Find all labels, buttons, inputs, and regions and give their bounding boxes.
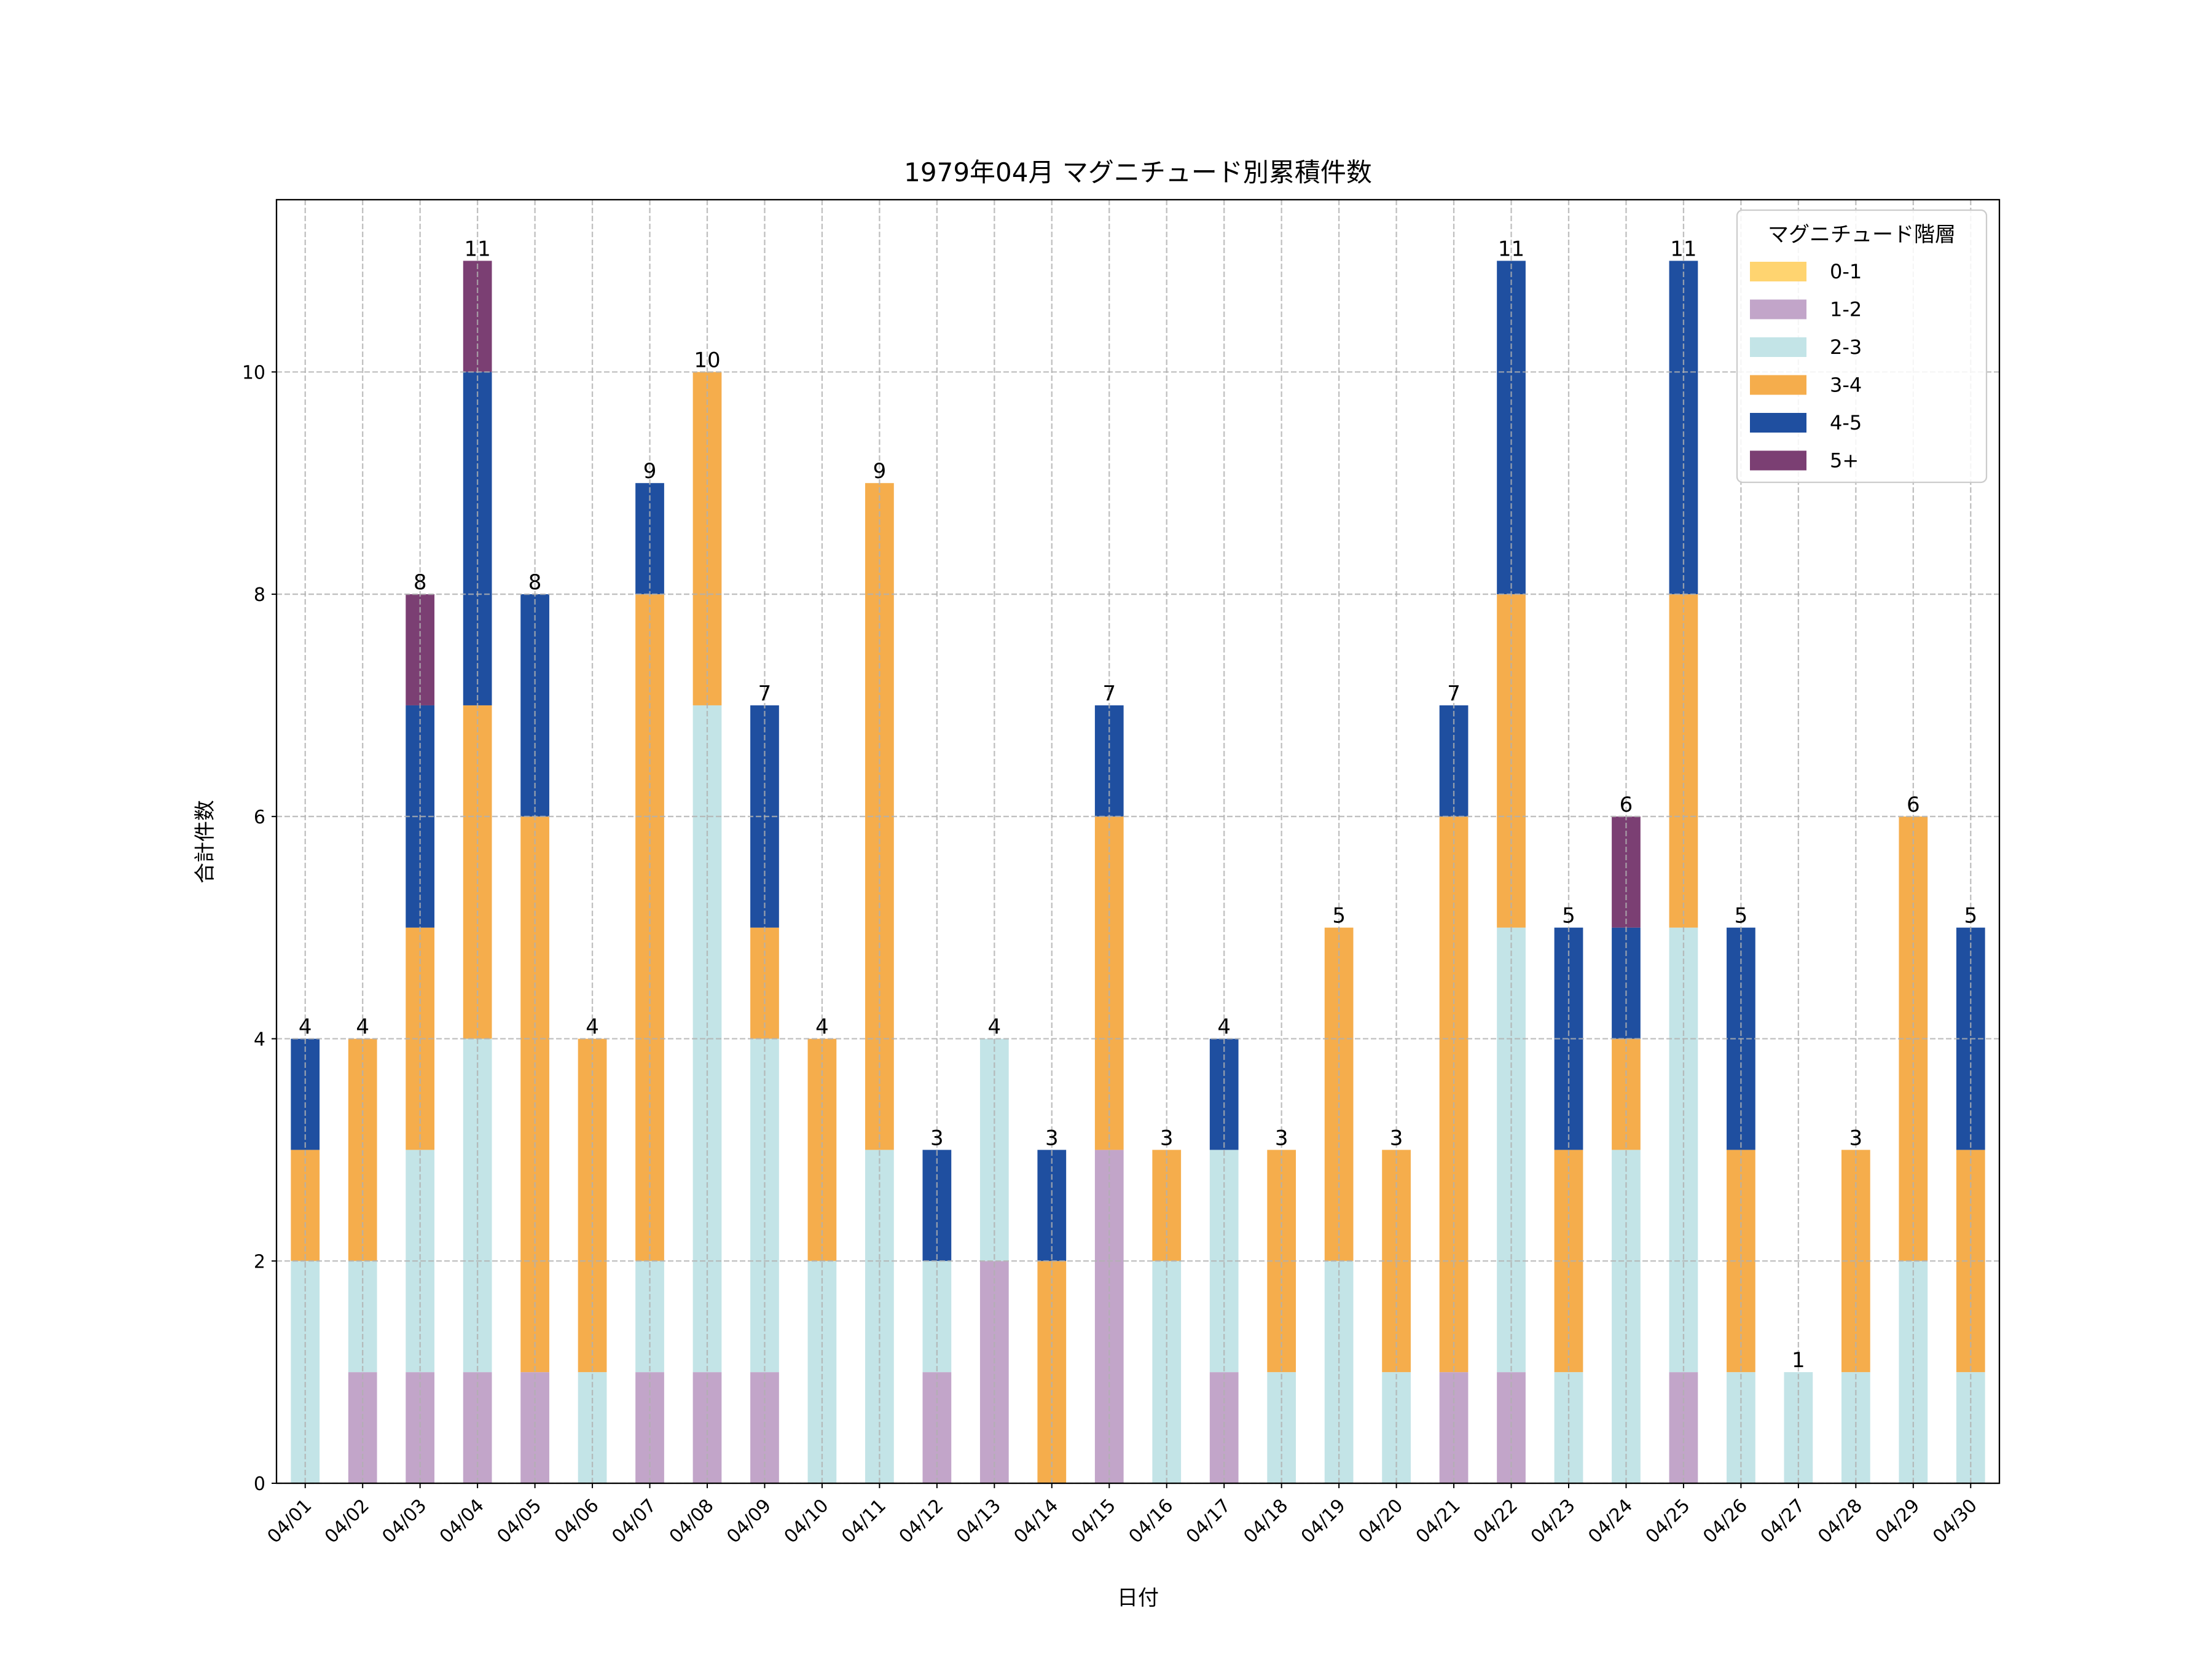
total-label: 11 [1498,237,1524,261]
legend-label-2-3: 2-3 [1830,335,1862,359]
bar-segment-2-3-04-04 [463,1038,492,1373]
total-label: 10 [694,348,720,372]
total-label: 3 [1160,1126,1174,1150]
chart-title: 1979年04月 マグニチュード別累積件数 [904,157,1372,187]
y-tick-label: 4 [254,1029,265,1051]
y-tick-label: 0 [254,1473,265,1495]
legend-swatch-4-5 [1750,413,1806,433]
total-label: 1 [1792,1348,1805,1373]
total-label: 5 [1735,904,1748,928]
total-label: 7 [1447,681,1461,706]
legend-swatch-0-1 [1750,262,1806,281]
legend-title: マグニチュード階層 [1768,222,1956,247]
total-label: 3 [930,1126,944,1150]
total-label: 8 [528,570,542,595]
legend-label-3-4: 3-4 [1830,374,1862,397]
total-label: 9 [643,459,657,484]
legend-swatch-2-3 [1750,337,1806,357]
bar-segment-2-3-04-02 [348,1261,377,1373]
bar-segment-2-3-04-09 [750,1038,779,1373]
total-label: 4 [1217,1015,1231,1040]
bar-segment-2-3-04-11 [865,1150,894,1483]
total-label: 4 [586,1015,599,1040]
total-label: 3 [1045,1126,1059,1150]
x-axis-label: 日付 [1117,1586,1159,1610]
total-label: 6 [1620,793,1633,817]
legend-label-0-1: 0-1 [1830,260,1862,283]
bar-segment-2-3-04-12 [922,1261,952,1373]
total-label: 4 [356,1015,369,1040]
grid [276,200,1999,1484]
total-label: 7 [1102,681,1116,706]
legend: マグニチュード階層 0-1 1-2 2-3 3-4 4-5 5+ [1736,209,1988,484]
total-label: 11 [1670,237,1696,261]
bar-segment-3-4-04-06 [578,1038,607,1373]
total-label: 9 [873,459,887,484]
legend-label-1-2: 1-2 [1830,298,1862,321]
total-label: 8 [414,570,427,595]
total-label: 4 [299,1015,312,1040]
y-tick-label: 6 [254,807,265,828]
legend-swatch-5+ [1750,450,1806,471]
total-label: 11 [465,237,491,261]
y-tick-label: 10 [242,362,265,383]
total-label: 5 [1562,904,1575,928]
legend-swatch-3-4 [1750,375,1806,395]
total-label: 5 [1332,904,1346,928]
plot-frame [275,198,2001,1484]
total-label: 3 [1275,1126,1288,1150]
total-label: 3 [1390,1126,1403,1150]
total-label: 7 [758,681,772,706]
legend-swatch-1-2 [1750,299,1806,320]
total-label: 5 [1964,904,1977,928]
y-axis-ticks: 0 2 4 6 8 10 [242,362,276,1495]
total-labels: 4 4 8 11 8 4 9 10 7 4 9 3 4 3 7 3 4 3 5 3 7 11 5 6 11 5 1 3 6 5 [299,237,1977,1373]
bar-segment-2-3-04-24 [1612,1150,1641,1483]
bar-segment-2-3-04-07 [635,1261,664,1373]
bar-segment-1-2-04-15 [1094,1150,1124,1483]
y-tick-label: 2 [254,1251,265,1273]
legend-label-4-5: 4-5 [1830,411,1862,434]
total-label: 4 [815,1015,829,1040]
total-label: 4 [988,1015,1002,1040]
legend-label-5+: 5+ [1830,449,1859,473]
y-axis-label: 合計件数 [193,800,218,884]
total-label: 6 [1907,793,1920,817]
total-label: 3 [1849,1126,1863,1150]
y-tick-label: 8 [254,584,265,606]
